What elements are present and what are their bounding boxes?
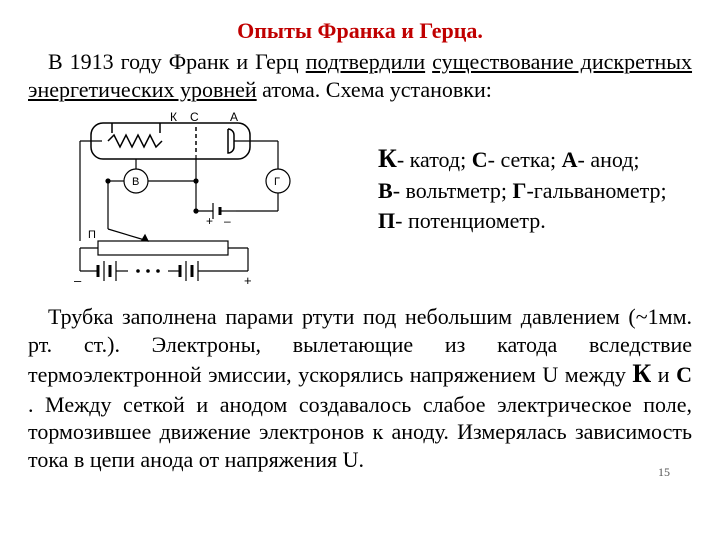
body-C: С — [676, 362, 692, 387]
bank-plus: + — [244, 273, 252, 288]
label-P: П — [88, 229, 96, 241]
page-title: Опыты Франка и Герца. — [28, 18, 692, 44]
intro-e: атома. Схема установки: — [257, 77, 492, 102]
intro-a: В 1913 году Франк и Герц — [48, 49, 306, 74]
label-C: С — [190, 111, 199, 124]
leg-P-txt: - потенциометр. — [395, 208, 546, 233]
label-G: Г — [274, 176, 280, 188]
intro-b: подтвердили — [306, 49, 425, 74]
label-K: К — [170, 111, 177, 124]
leg-C: С — [472, 147, 488, 172]
leg-A: А — [562, 147, 578, 172]
bank-minus: – — [74, 273, 82, 288]
circuit-diagram: К С А — [28, 111, 358, 291]
body-a: Трубка заполнена парами ртути под неболь… — [28, 304, 692, 387]
leg-G: Г — [512, 178, 526, 203]
body-b: и — [651, 362, 676, 387]
body-K: К — [632, 359, 651, 388]
leg-K-txt: - катод; — [397, 147, 472, 172]
leg-C-txt: - сетка; — [488, 147, 562, 172]
leg-A-txt: - анод; — [578, 147, 640, 172]
page-number: 15 — [658, 465, 670, 480]
body-paragraph: Трубка заполнена парами ртути под неболь… — [28, 303, 692, 473]
leg-P: П — [378, 208, 395, 233]
leg-V: В — [378, 178, 393, 203]
label-V: В — [132, 176, 139, 188]
intro-paragraph: В 1913 году Франк и Герц подтвердили сущ… — [28, 48, 692, 103]
leg-V-txt: - вольтметр; — [393, 178, 513, 203]
leg-G-txt: -гальванометр; — [526, 178, 666, 203]
body-c: . Между сеткой и анодом создавалось слаб… — [28, 392, 692, 472]
leg-K: К — [378, 144, 397, 173]
legend: К- катод; С- сетка; А- анод; В- вольтмет… — [358, 111, 667, 291]
batt-plus: + — [206, 214, 213, 228]
label-A: А — [230, 111, 238, 124]
batt-minus: – — [224, 214, 231, 228]
